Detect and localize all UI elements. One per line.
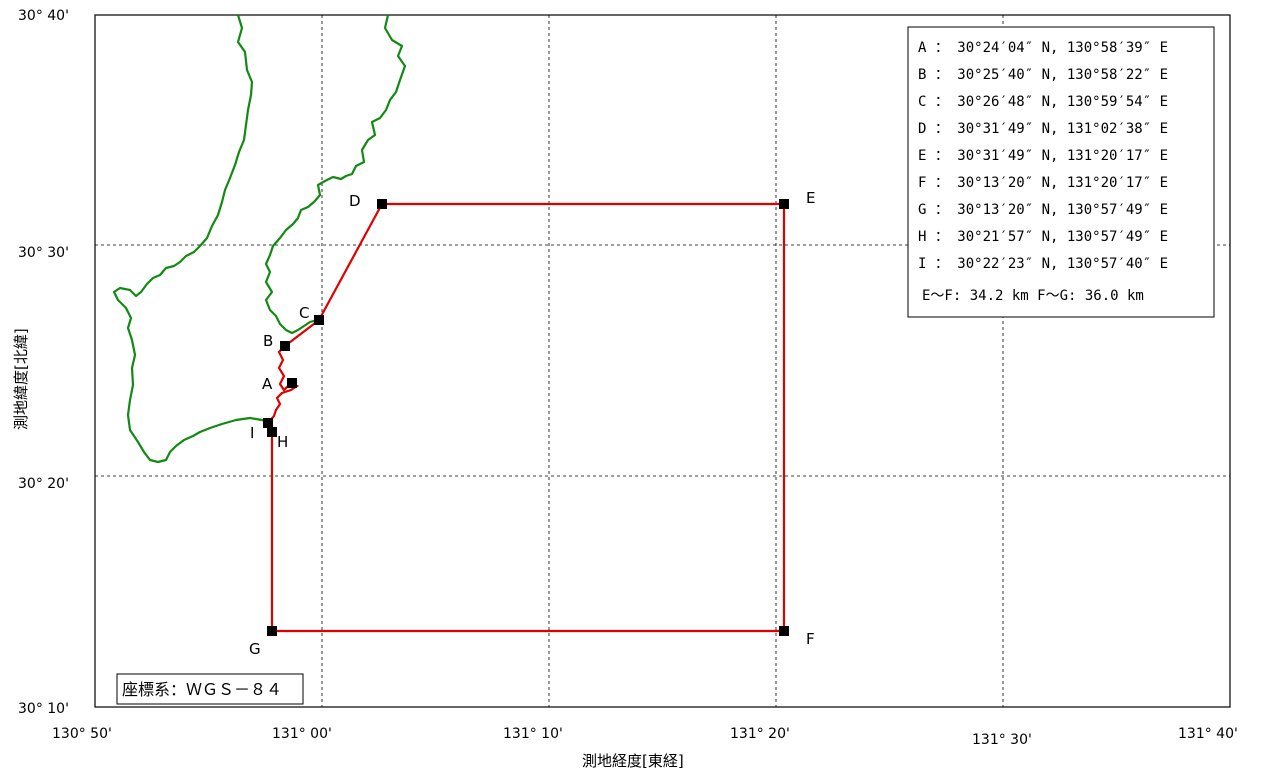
y-axis-ticks: 30° 40' 30° 30' 30° 20' 30° 10'	[18, 8, 69, 717]
marker-g	[267, 626, 277, 636]
survey-boundary-line	[266, 202, 786, 633]
point-label-g: G	[249, 640, 261, 658]
legend-row-h: H ： 30°21′57″ N, 130°57′49″ E	[918, 229, 1168, 245]
coastlines	[112, 14, 407, 464]
y-tick-30-30: 30° 30'	[18, 245, 69, 261]
y-tick-30-20: 30° 20'	[18, 476, 69, 492]
x-tick-131-20: 131° 20'	[730, 726, 790, 742]
legend-row-i: I ： 30°22′23″ N, 130°57′40″ E	[918, 256, 1168, 272]
point-markers	[263, 199, 789, 636]
legend-row-e: E ： 30°31′49″ N, 131°20′17″ E	[918, 148, 1168, 164]
x-axis-title: 測地経度[東経]	[582, 752, 684, 770]
marker-i	[263, 418, 273, 428]
legend-row-d: D ： 30°31′49″ N, 131°02′38″ E	[918, 121, 1168, 137]
marker-f	[779, 626, 789, 636]
point-label-d: D	[349, 192, 361, 210]
y-tick-30-10: 30° 10'	[18, 701, 69, 717]
point-label-c: C	[299, 304, 309, 322]
legend-row-b: B ： 30°25′40″ N, 130°58′22″ E	[918, 67, 1168, 83]
coastline-east-peninsula	[264, 14, 407, 335]
x-tick-131-40: 131° 40'	[1178, 726, 1238, 742]
crs-label-box	[116, 673, 304, 705]
legend-row-a: A ： 30°24′04″ N, 130°58′39″ E	[918, 40, 1168, 56]
marker-c	[314, 315, 324, 325]
coordinate-legend-box	[907, 26, 1215, 318]
point-label-b: B	[263, 332, 273, 350]
crs-label: 座標系：ＷＧＳ－８４	[122, 680, 282, 699]
coordinate-legend: A ： 30°24′04″ N, 130°58′39″ E B ： 30°25′…	[918, 40, 1168, 304]
marker-h	[267, 427, 277, 437]
y-tick-30-40: 30° 40'	[18, 8, 69, 24]
x-tick-131-30: 131° 30'	[972, 732, 1032, 748]
distance-summary: E～F: 34.2 km F～G: 36.0 km	[922, 288, 1144, 304]
point-label-f: F	[806, 630, 815, 648]
point-label-e: E	[806, 189, 815, 207]
x-tick-131-00: 131° 00'	[272, 726, 332, 742]
legend-row-c: C ： 30°26′48″ N, 130°59′54″ E	[918, 94, 1168, 110]
x-tick-130-50: 130° 50'	[52, 726, 112, 742]
marker-b	[280, 341, 290, 351]
point-label-h: H	[277, 433, 288, 451]
point-label-i: I	[250, 424, 254, 442]
legend-row-g: G ： 30°13′20″ N, 130°57′49″ E	[918, 202, 1168, 218]
coastline-west-landmass	[112, 14, 269, 464]
point-label-a: A	[262, 375, 273, 393]
legend-row-f: F ： 30°13′20″ N, 131°20′17″ E	[918, 175, 1168, 191]
y-axis-title: 測地緯度[北緯]	[12, 328, 30, 430]
x-axis-ticks: 130° 50' 131° 00' 131° 10' 131° 20' 131°…	[52, 726, 1238, 748]
x-tick-131-10: 131° 10'	[503, 726, 563, 742]
marker-d	[377, 199, 387, 209]
marker-e	[779, 199, 789, 209]
point-labels: A B C D E F G H I	[249, 189, 815, 658]
marker-a	[287, 378, 297, 388]
